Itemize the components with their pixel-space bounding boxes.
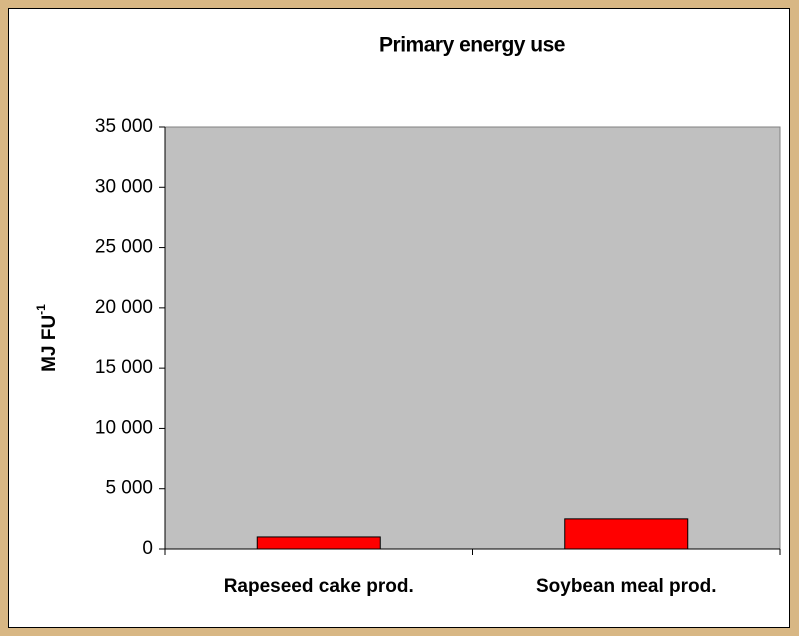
y-axis-label-superscript: -1: [34, 304, 48, 315]
x-tick-label: Rapeseed cake prod.: [224, 576, 414, 597]
chart-title: Primary energy use: [379, 34, 565, 57]
y-tick-label: 10 000: [95, 417, 153, 438]
bar: [564, 518, 689, 550]
y-tick-label: 15 000: [95, 357, 153, 378]
y-axis-label: MJ FU-1: [34, 304, 60, 372]
y-tick-label: 5 000: [105, 478, 153, 499]
x-tick-label: Soybean meal prod.: [536, 576, 717, 597]
plot-area: [164, 126, 781, 550]
y-tick-label: 25 000: [95, 237, 153, 258]
y-tick-label: 35 000: [95, 116, 153, 137]
y-axis-label-text: MJ FU: [39, 315, 60, 372]
bar: [256, 536, 381, 550]
y-tick-label: 30 000: [95, 176, 153, 197]
y-tick-label: 0: [142, 538, 153, 559]
y-tick-label: 20 000: [95, 297, 153, 318]
